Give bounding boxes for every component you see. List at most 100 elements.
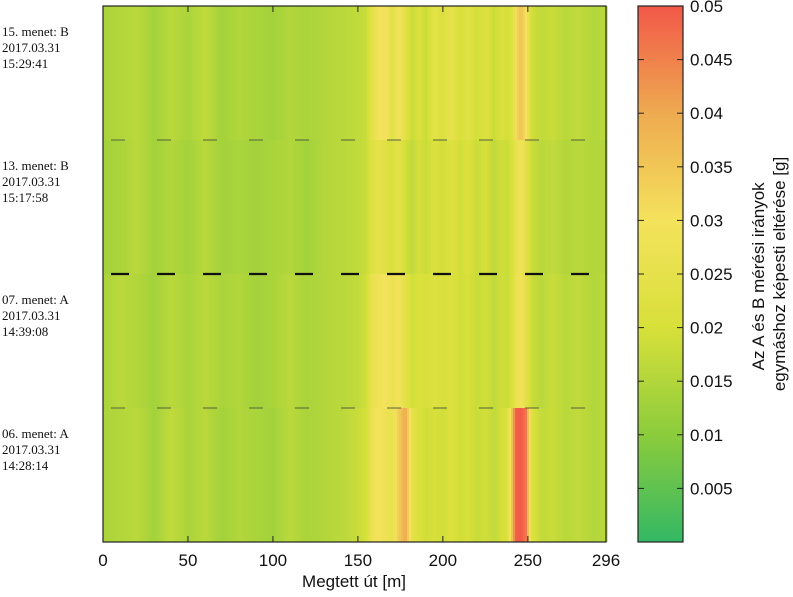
heatmap-cell — [205, 274, 208, 408]
heatmap-cell — [167, 6, 170, 140]
heatmap-cell — [229, 274, 232, 408]
heatmap-cell — [507, 408, 510, 542]
heatmap-cell — [289, 6, 292, 140]
heatmap-cell — [531, 6, 534, 140]
heatmap-cell — [223, 140, 226, 274]
heatmap-cell — [561, 274, 564, 408]
heatmap-cell — [475, 140, 478, 274]
heatmap-cell — [179, 274, 182, 408]
heatmap-cell — [301, 140, 304, 274]
heatmap-cell — [527, 274, 530, 408]
heatmap-cell — [351, 274, 354, 408]
heatmap-cell — [515, 274, 518, 408]
heatmap-cell — [515, 140, 518, 274]
heatmap-cell — [517, 408, 520, 542]
heatmap-cell — [559, 6, 562, 140]
heatmap-cell — [261, 274, 264, 408]
heatmap-cell — [347, 274, 350, 408]
heatmap-cell — [107, 140, 110, 274]
heatmap-cell — [117, 6, 120, 140]
heatmap-cell — [247, 274, 250, 408]
heatmap-cell — [405, 408, 408, 542]
heatmap-cell — [195, 140, 198, 274]
heatmap-cell — [293, 6, 296, 140]
heatmap-cell — [409, 274, 412, 408]
heatmap-cell — [125, 274, 128, 408]
heatmap-cell — [219, 6, 222, 140]
heatmap-cell — [305, 408, 308, 542]
heatmap-cell — [453, 140, 456, 274]
x-tick-label: 250 — [514, 551, 542, 570]
heatmap-cell — [391, 140, 394, 274]
heatmap-cell — [341, 408, 344, 542]
heatmap-cell — [371, 140, 374, 274]
x-axis-title: Megtett út [m] — [302, 572, 406, 591]
heatmap-cell — [521, 408, 524, 542]
heatmap-cell — [441, 140, 444, 274]
heatmap-cell — [603, 6, 606, 140]
heatmap-cell — [419, 408, 422, 542]
heatmap-cell — [423, 140, 426, 274]
heatmap-cell — [293, 140, 296, 274]
heatmap-cell — [251, 6, 254, 140]
heatmap-cell — [431, 140, 434, 274]
heatmap-cell — [595, 408, 598, 542]
heatmap-cell — [243, 6, 246, 140]
heatmap-cell — [593, 408, 596, 542]
heatmap-cell — [259, 6, 262, 140]
heatmap-cell — [139, 274, 142, 408]
heatmap-cell — [439, 274, 442, 408]
heatmap-cell — [535, 6, 538, 140]
heatmap-cell — [521, 274, 524, 408]
heatmap-cell — [577, 140, 580, 274]
heatmap-row — [103, 6, 608, 140]
heatmap-cell — [253, 140, 256, 274]
heatmap-cell — [255, 140, 258, 274]
heatmap-cell — [309, 408, 312, 542]
heatmap-cell — [511, 274, 514, 408]
heatmap-cell — [181, 408, 184, 542]
heatmap-cell — [257, 140, 260, 274]
heatmap-cell — [233, 408, 236, 542]
heatmap-cell — [501, 6, 504, 140]
heatmap-cell — [457, 140, 460, 274]
heatmap-cell — [449, 140, 452, 274]
heatmap-cell — [115, 140, 118, 274]
heatmap-cell — [217, 274, 220, 408]
heatmap-cell — [127, 408, 130, 542]
heatmap-cell — [415, 408, 418, 542]
heatmap-cell — [263, 140, 266, 274]
heatmap-cell — [411, 408, 414, 542]
heatmap-cell — [399, 408, 402, 542]
heatmap-cell — [467, 274, 470, 408]
heatmap-cell — [483, 6, 486, 140]
heatmap-cell — [323, 408, 326, 542]
heatmap-cell — [553, 408, 556, 542]
x-tick-label: 100 — [259, 551, 287, 570]
heatmap-cell — [237, 6, 240, 140]
heatmap-cell — [457, 274, 460, 408]
heatmap-cell — [149, 6, 152, 140]
heatmap-cell — [273, 408, 276, 542]
heatmap-cell — [513, 6, 516, 140]
heatmap-cell — [245, 274, 248, 408]
heatmap-cell — [363, 6, 366, 140]
heatmap-cell — [589, 6, 592, 140]
heatmap-cell — [407, 408, 410, 542]
heatmap-cell — [489, 6, 492, 140]
heatmap-cell — [571, 6, 574, 140]
heatmap-cell — [419, 274, 422, 408]
heatmap-cell — [483, 408, 486, 542]
heatmap-cell — [425, 6, 428, 140]
heatmap-cell — [159, 408, 162, 542]
heatmap-cell — [471, 140, 474, 274]
heatmap-cell — [465, 6, 468, 140]
heatmap-cell — [347, 6, 350, 140]
heatmap-cell — [269, 6, 272, 140]
heatmap-cell — [403, 274, 406, 408]
heatmap-cell — [503, 408, 506, 542]
heatmap-cell — [223, 274, 226, 408]
heatmap-cell — [169, 274, 172, 408]
heatmap-cell — [273, 140, 276, 274]
heatmap-cell — [575, 140, 578, 274]
